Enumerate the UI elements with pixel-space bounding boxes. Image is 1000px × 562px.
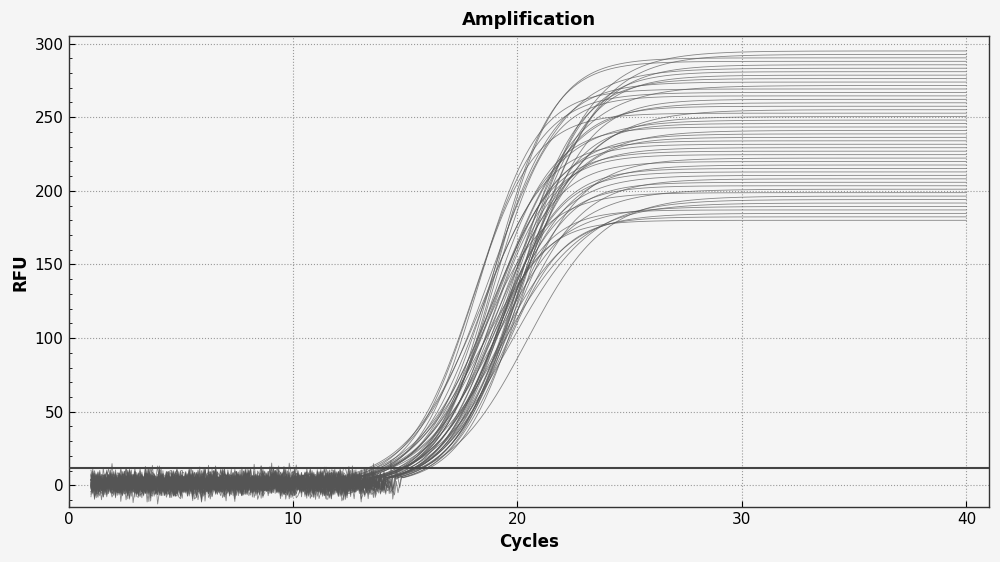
X-axis label: Cycles: Cycles xyxy=(499,533,559,551)
Title: Amplification: Amplification xyxy=(462,11,596,29)
Y-axis label: RFU: RFU xyxy=(11,253,29,291)
